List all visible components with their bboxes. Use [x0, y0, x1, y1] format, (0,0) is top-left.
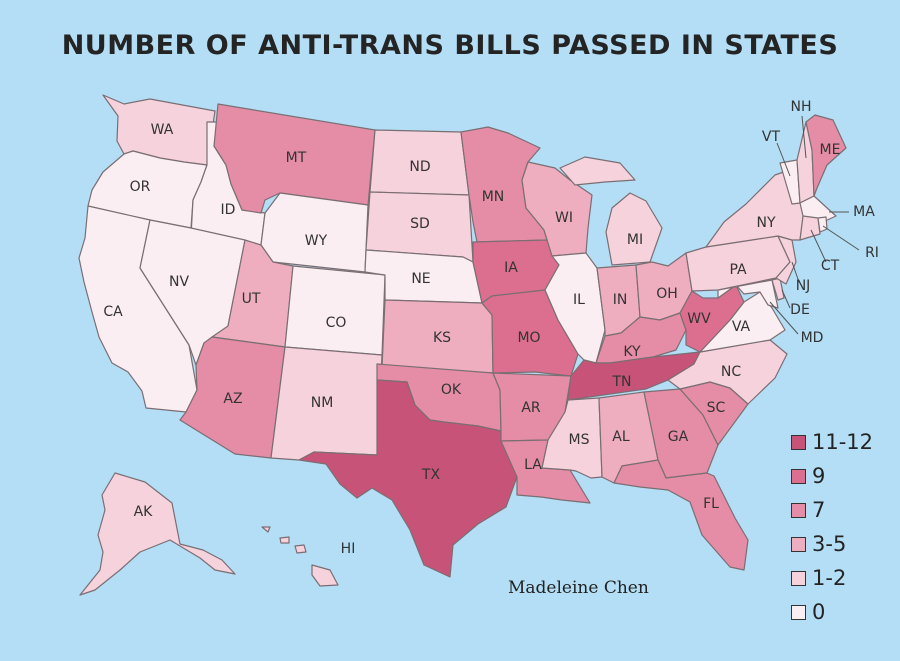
- label-nj: NJ: [796, 278, 811, 294]
- label-ga: GA: [668, 429, 689, 445]
- label-ri: RI: [865, 245, 879, 261]
- label-nd: ND: [409, 159, 430, 175]
- legend-label: 1-2: [812, 566, 847, 590]
- map-title: NUMBER OF ANTI-TRANS BILLS PASSED IN STA…: [61, 30, 839, 61]
- state-mt[interactable]: [213, 103, 376, 214]
- label-mt: MT: [286, 150, 307, 166]
- label-ca: CA: [103, 304, 123, 320]
- label-ma: MA: [853, 204, 875, 220]
- label-al: AL: [612, 429, 630, 445]
- state-fl[interactable]: [613, 459, 749, 571]
- label-pa: PA: [729, 262, 747, 278]
- state-md[interactable]: [717, 279, 779, 309]
- label-ia: IA: [504, 260, 518, 276]
- label-sd: SD: [410, 216, 430, 232]
- legend-swatch: [791, 570, 806, 586]
- state-co[interactable]: [284, 265, 386, 356]
- label-vt: VT: [762, 129, 781, 145]
- legend-item: 1-2: [791, 561, 873, 595]
- label-wy: WY: [305, 233, 328, 249]
- label-or: OR: [130, 179, 151, 195]
- legend-label: 9: [812, 464, 826, 488]
- label-sc: SC: [707, 400, 726, 416]
- leader-ct: [810, 229, 827, 263]
- label-ne: NE: [411, 271, 430, 287]
- state-mi[interactable]: [559, 156, 663, 266]
- label-ut: UT: [242, 291, 261, 307]
- label-tn: TN: [611, 374, 631, 390]
- legend-label: 7: [812, 498, 826, 522]
- label-de: DE: [790, 302, 810, 318]
- label-hi: HI: [341, 541, 356, 557]
- label-az: AZ: [223, 391, 242, 407]
- legend-swatch: [791, 468, 806, 484]
- label-fl: FL: [703, 496, 719, 512]
- leader-nj: [791, 261, 800, 283]
- label-ar: AR: [521, 400, 541, 416]
- label-co: CO: [326, 315, 347, 331]
- label-la: LA: [524, 457, 542, 473]
- state-labels: WA OR CA ID NV MT WY UT AZ CO NM ND SD N…: [103, 99, 879, 557]
- label-ok: OK: [441, 382, 462, 398]
- legend-item: 7: [791, 493, 873, 527]
- leader-nh: [801, 115, 807, 159]
- label-wa: WA: [151, 122, 174, 138]
- legend-swatch: [791, 604, 806, 620]
- label-nc: NC: [721, 364, 741, 380]
- leader-ri: [822, 225, 860, 251]
- state-tx[interactable]: [298, 379, 518, 578]
- label-wi: WI: [555, 210, 573, 226]
- state-ak[interactable]: [79, 472, 236, 596]
- label-ks: KS: [433, 330, 451, 346]
- label-il: IL: [573, 292, 585, 308]
- label-leader-lines: [769, 115, 860, 335]
- label-ms: MS: [569, 432, 590, 448]
- leader-vt: [776, 142, 791, 177]
- label-ny: NY: [756, 215, 775, 231]
- label-ak: AK: [134, 504, 154, 520]
- label-nm: NM: [311, 395, 334, 411]
- legend: 11-12 9 7 3-5 1-2 0: [791, 425, 873, 629]
- label-mn: MN: [482, 189, 505, 205]
- label-wv: WV: [687, 311, 711, 327]
- legend-label: 11-12: [812, 430, 874, 454]
- state-nc[interactable]: [667, 339, 788, 405]
- label-ky: KY: [623, 344, 641, 360]
- label-mo: MO: [517, 330, 540, 346]
- legend-label: 0: [812, 600, 826, 624]
- legend-swatch: [791, 502, 806, 518]
- label-tx: TX: [421, 467, 441, 483]
- legend-item: 0: [791, 595, 873, 629]
- legend-item: 11-12: [791, 425, 873, 459]
- author-credit: Madeleine Chen: [508, 578, 649, 598]
- leader-md: [769, 301, 799, 335]
- state-me[interactable]: [805, 114, 847, 197]
- label-md: MD: [801, 330, 824, 346]
- label-id: ID: [221, 202, 236, 218]
- label-nv: NV: [169, 274, 189, 290]
- legend-item: 3-5: [791, 527, 873, 561]
- label-in: IN: [613, 292, 628, 308]
- state-ct[interactable]: [799, 215, 821, 241]
- states-layer: [78, 94, 847, 596]
- legend-swatch: [791, 536, 806, 552]
- label-nh: NH: [791, 99, 812, 115]
- label-ct: CT: [821, 258, 840, 274]
- label-me: ME: [820, 142, 841, 158]
- label-va: VA: [732, 319, 751, 335]
- legend-label: 3-5: [812, 532, 847, 556]
- leader-de: [781, 289, 791, 309]
- label-oh: OH: [656, 286, 678, 302]
- legend-swatch: [791, 434, 806, 450]
- state-hi[interactable]: [261, 526, 339, 587]
- label-mi: MI: [627, 232, 643, 248]
- legend-item: 9: [791, 459, 873, 493]
- state-ri[interactable]: [817, 216, 828, 233]
